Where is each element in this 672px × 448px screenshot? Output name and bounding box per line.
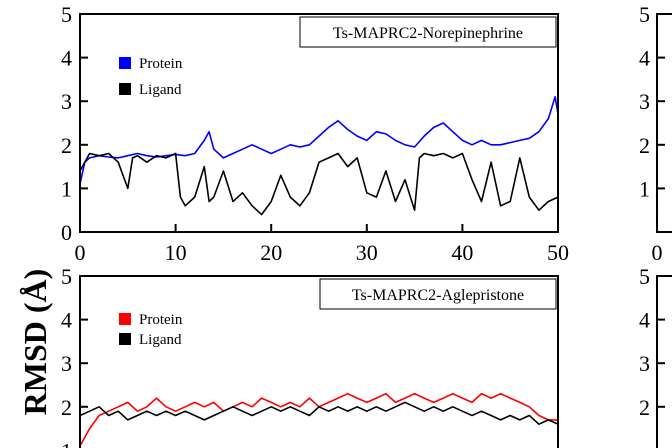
panel-title: Ts-MAPRC2-Norepinephrine	[333, 25, 523, 42]
series-group	[79, 392, 559, 447]
y-tick-label: 1	[61, 176, 72, 201]
y-tick-label: 2	[639, 395, 650, 420]
legend: Protein Ligand	[119, 312, 183, 348]
panel-partial-top-right: 1 2 3 4 5 0	[639, 2, 672, 265]
y-tick-label: 5	[61, 2, 72, 27]
x-tick-label: 10	[165, 240, 187, 265]
y-ticks: 0 1 2 3 4 5	[61, 2, 88, 245]
plot-frame	[656, 13, 672, 233]
y-tick-label: 1	[61, 438, 72, 448]
x-ticks: 0 10 20 30 40 50	[75, 224, 569, 265]
panel-title-box	[319, 278, 557, 310]
x-ticks: 0	[652, 224, 663, 265]
legend: Protein Ligand	[119, 56, 183, 98]
panel-aglepristone: 1 2 3 4 5 Protein Ligand Ts-MAPRC2-Agleprist…	[61, 264, 559, 448]
series-line-ligand	[79, 152, 559, 216]
legend-swatch-protein	[119, 57, 131, 69]
legend-label-protein: Protein	[139, 56, 183, 72]
y-ticks: 1 2 3 4 5	[61, 264, 88, 448]
y-tick-label: 4	[61, 46, 72, 71]
x-tick-label: 50	[547, 240, 569, 265]
y-ticks: 1 2 3 4 5	[639, 2, 665, 201]
legend-label-protein: Protein	[139, 312, 183, 328]
y-tick-label: 3	[61, 351, 72, 376]
plot-frame	[79, 13, 559, 233]
legend-label-ligand: Ligand	[139, 82, 182, 98]
y-tick-label: 4	[639, 46, 650, 71]
plot-frame	[656, 275, 672, 448]
series-group	[79, 96, 559, 216]
y-tick-label: 4	[61, 308, 72, 333]
y-tick-label: 2	[639, 133, 650, 158]
y-tick-label: 2	[61, 133, 72, 158]
panel-title: Ts-MAPRC2-Aglepristone	[352, 287, 524, 304]
x-tick-label: 20	[260, 240, 282, 265]
series-line-ligand	[79, 401, 559, 426]
legend-swatch-ligand	[119, 333, 131, 345]
x-tick-label: 30	[356, 240, 378, 265]
y-tick-label: 2	[61, 395, 72, 420]
y-tick-label: 5	[639, 2, 650, 27]
y-tick-label: 1	[639, 176, 650, 201]
plot-frame	[79, 275, 559, 448]
y-tick-label: 3	[61, 89, 72, 114]
x-tick-label: 40	[451, 240, 473, 265]
y-axis-label: RMSD (Å)	[17, 269, 53, 416]
panel-partial-bottom-right: 2 3 4 5	[639, 264, 672, 448]
y-ticks: 2 3 4 5	[639, 264, 665, 420]
y-tick-label: 3	[639, 89, 650, 114]
panel-norepinephrine: 0 1 2 3 4 5 0 10 20 30 40 50 Protein Ligand Ts-MAP…	[61, 2, 569, 265]
legend-swatch-protein	[119, 313, 131, 325]
x-tick-label: 0	[75, 240, 86, 265]
y-tick-label: 3	[639, 351, 650, 376]
series-line-protein	[79, 96, 559, 185]
y-tick-label: 0	[61, 220, 72, 245]
legend-label-ligand: Ligand	[139, 332, 182, 348]
y-tick-label: 4	[639, 308, 650, 333]
series-line-protein	[79, 392, 558, 447]
panel-title-box	[299, 16, 557, 48]
y-tick-label: 5	[61, 264, 72, 289]
legend-swatch-ligand	[119, 83, 131, 95]
y-tick-label: 5	[639, 264, 650, 289]
x-tick-label: 0	[652, 240, 663, 265]
